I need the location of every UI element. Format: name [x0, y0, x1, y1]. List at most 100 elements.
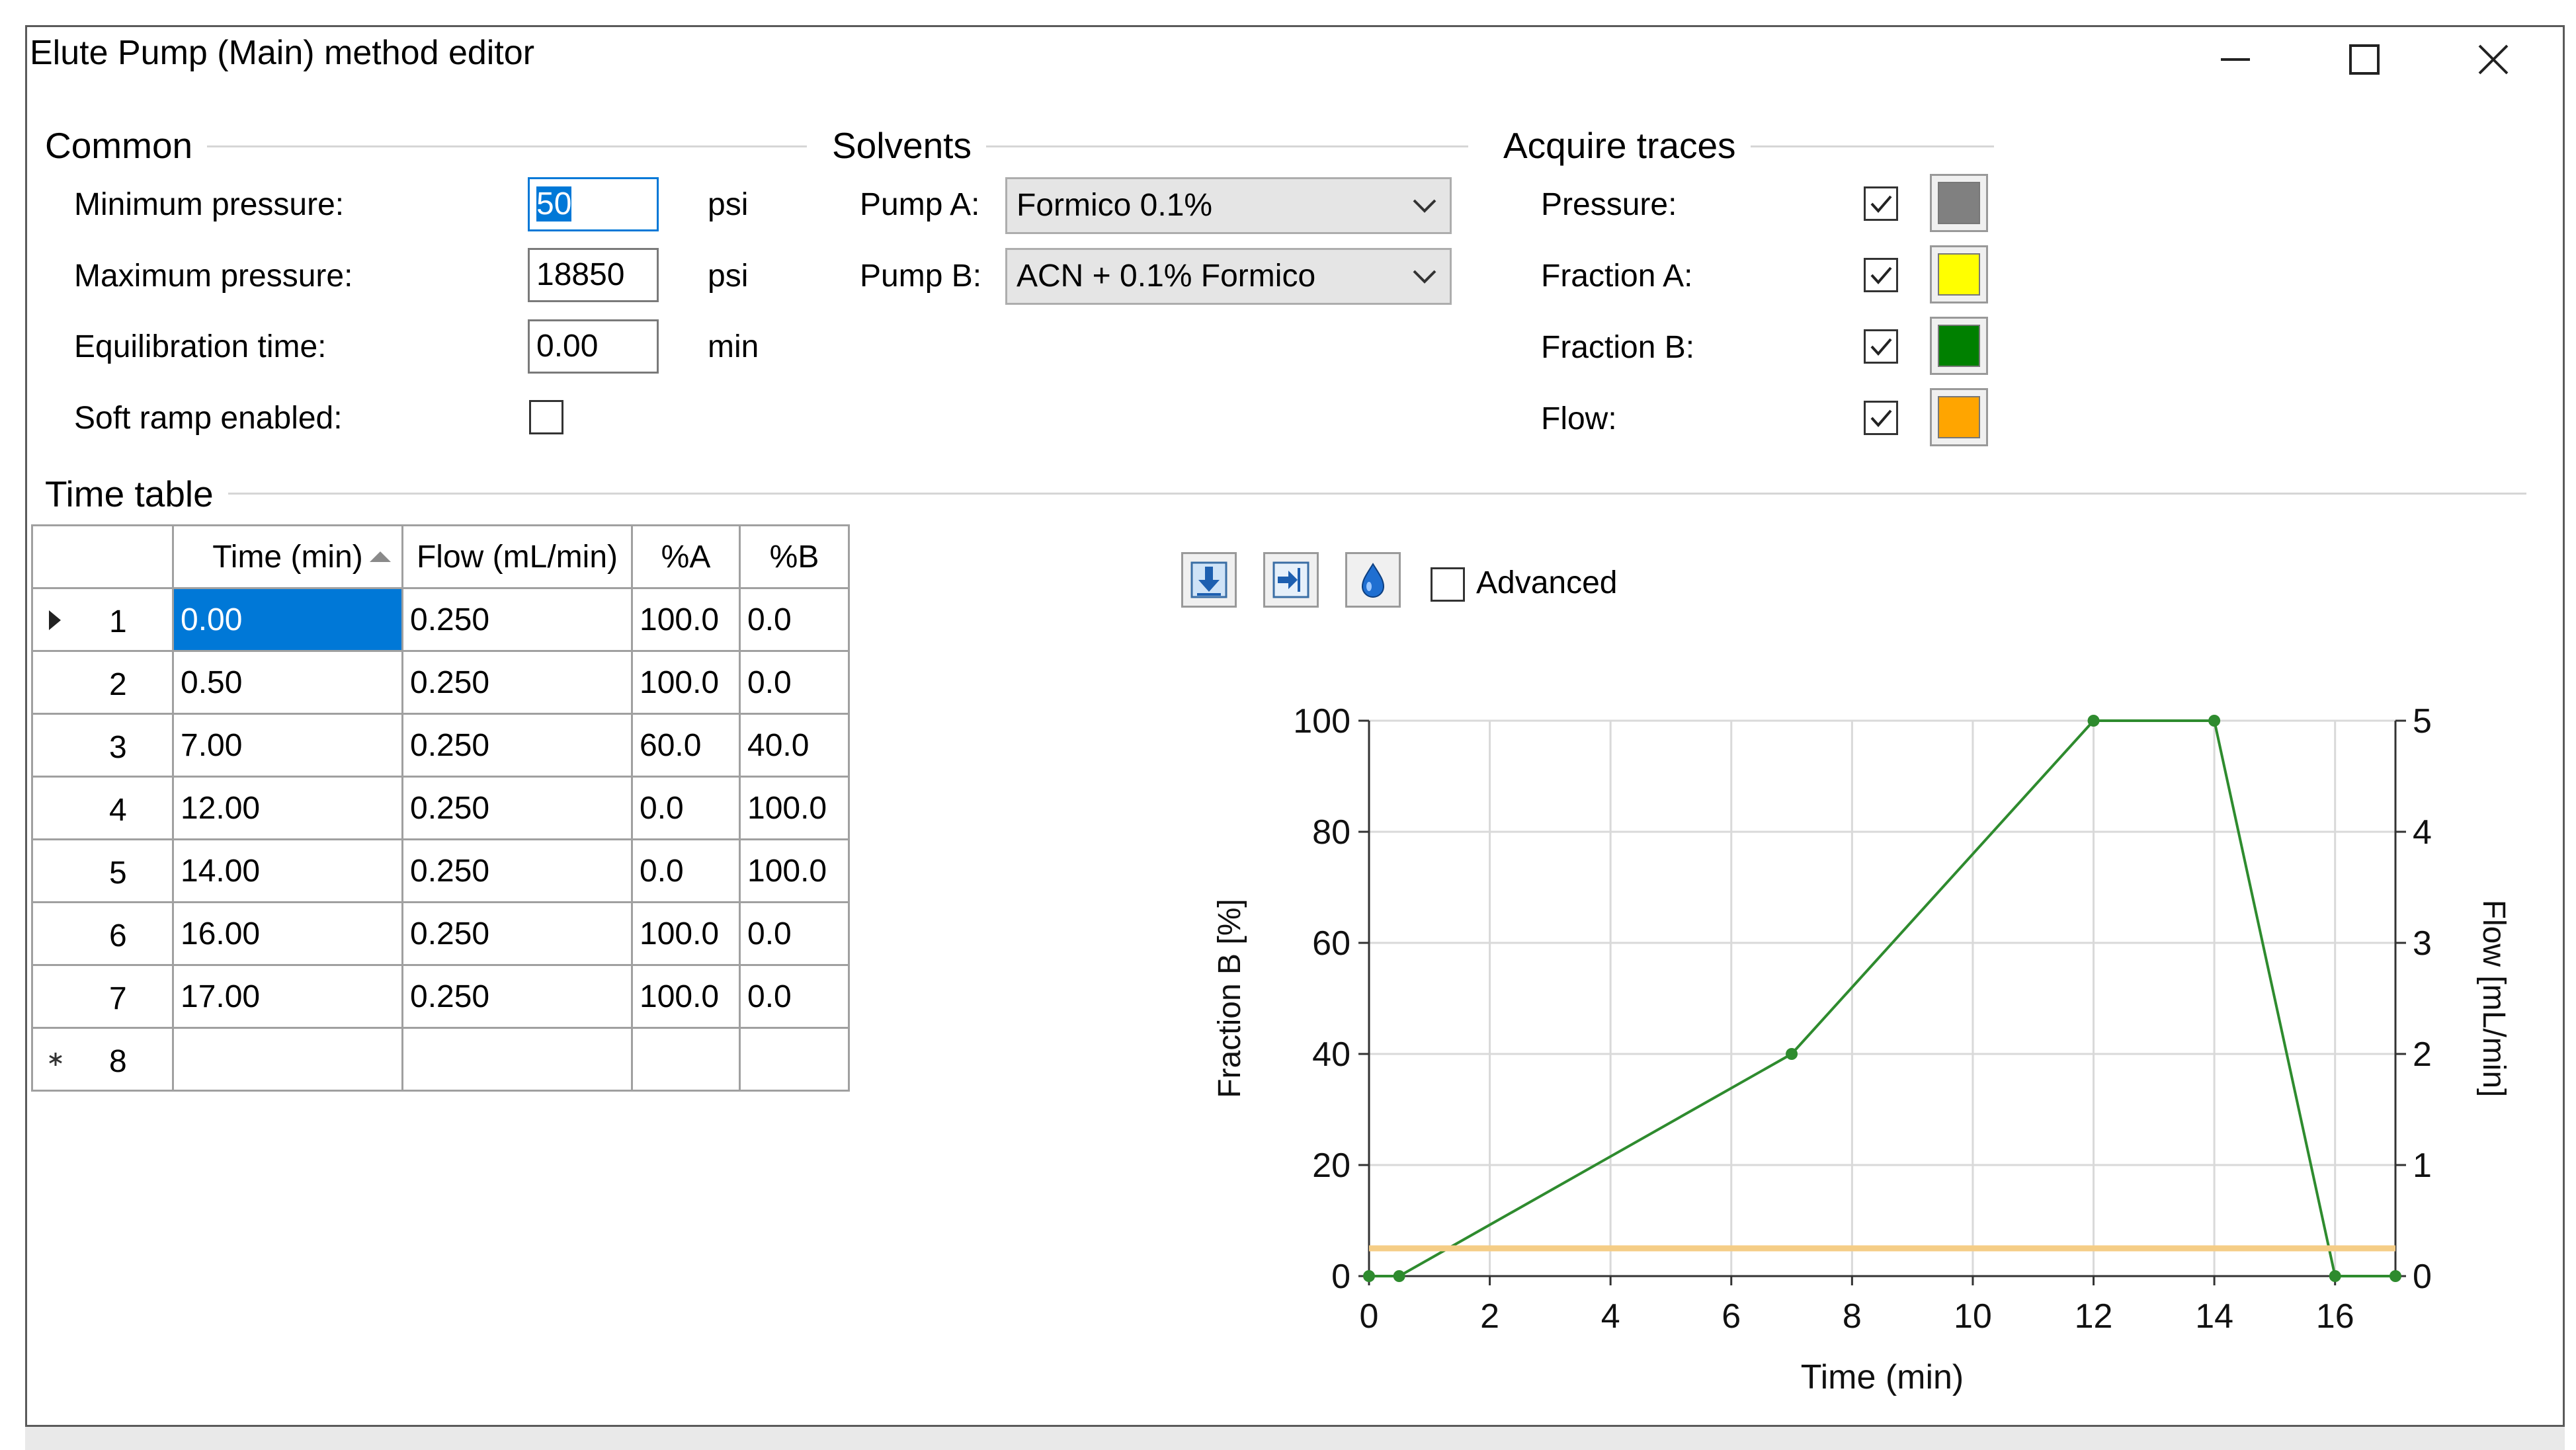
- minimize-icon: [2221, 58, 2250, 61]
- table-row[interactable]: 4 12.00 0.250 0.0 100.0: [31, 776, 850, 840]
- flow-cell[interactable]: 0.250: [401, 587, 633, 652]
- max-pressure-input[interactable]: 18850: [528, 248, 659, 302]
- import-arrow-icon: [1272, 561, 1309, 598]
- table-row[interactable]: 2 0.50 0.250 100.0 0.0: [31, 650, 850, 715]
- new-table-row[interactable]: 8: [31, 1027, 850, 1092]
- trace-label-fraction-a: Fraction A:: [1541, 259, 1693, 294]
- x-tick-label: 14: [2195, 1297, 2233, 1336]
- table-row[interactable]: 7 17.00 0.250 100.0 0.0: [31, 964, 850, 1029]
- equilibration-time-input[interactable]: 0.00: [528, 319, 659, 374]
- row-header[interactable]: 8: [31, 1027, 174, 1092]
- minimize-button[interactable]: [2199, 26, 2272, 93]
- maximize-button[interactable]: [2328, 26, 2401, 93]
- flow-cell-value: 0.250: [410, 602, 490, 637]
- percent-b-cell[interactable]: 0.0: [739, 964, 850, 1029]
- data-point: [2208, 715, 2221, 727]
- trace-checkbox-fraction-a[interactable]: [1864, 258, 1898, 292]
- insert-button[interactable]: [1263, 552, 1319, 608]
- percent-a-cell[interactable]: 100.0: [631, 901, 741, 966]
- flow-cell[interactable]: 0.250: [401, 901, 633, 966]
- time-cell[interactable]: 7.00: [172, 713, 403, 778]
- row-header[interactable]: 6: [31, 901, 174, 966]
- y2-tick-label: 3: [2413, 924, 2432, 963]
- percent-b-cell[interactable]: 100.0: [739, 838, 850, 903]
- soft-ramp-checkbox[interactable]: [529, 400, 563, 434]
- pump-b-select[interactable]: ACN + 0.1% Formico: [1005, 248, 1452, 305]
- percent-b-cell[interactable]: 0.0: [739, 901, 850, 966]
- percent-a-cell-value: 100.0: [640, 979, 720, 1014]
- percent-b-cell[interactable]: 0.0: [739, 587, 850, 652]
- percent-a-cell[interactable]: 60.0: [631, 713, 741, 778]
- row-header[interactable]: 5: [31, 838, 174, 903]
- table-row[interactable]: 5 14.00 0.250 0.0 100.0: [31, 838, 850, 903]
- time-cell[interactable]: 0.00: [172, 587, 403, 652]
- percent-b-cell[interactable]: 0.0: [739, 650, 850, 715]
- flow-cell[interactable]: 0.250: [401, 776, 633, 840]
- table-row[interactable]: 6 16.00 0.250 100.0 0.0: [31, 901, 850, 966]
- trace-color-button-pressure[interactable]: [1930, 174, 1988, 232]
- percent-a-cell[interactable]: 100.0: [631, 650, 741, 715]
- table-row[interactable]: 1 0.00 0.250 100.0 0.0: [31, 587, 850, 652]
- trace-color-button-fraction-a[interactable]: [1930, 245, 1988, 303]
- purge-button[interactable]: [1345, 552, 1401, 608]
- trace-checkbox-fraction-b[interactable]: [1864, 329, 1898, 364]
- flow-cell[interactable]: 0.250: [401, 713, 633, 778]
- trace-label-flow: Flow:: [1541, 401, 1617, 436]
- pump-a-select[interactable]: Formico 0.1%: [1005, 177, 1452, 234]
- min-pressure-label: Minimum pressure:: [74, 187, 345, 222]
- advanced-checkbox[interactable]: [1431, 567, 1465, 602]
- percent-a-cell[interactable]: [631, 1027, 741, 1092]
- timetable-grid: Time (min) Flow (mL/min) %A %B 1 0.00 0.25…: [31, 524, 850, 1092]
- y-tick-label: 40: [1312, 1035, 1350, 1074]
- flow-cell[interactable]: 0.250: [401, 650, 633, 715]
- time-cell-value: 7.00: [181, 727, 243, 763]
- time-cell[interactable]: 0.50: [172, 650, 403, 715]
- percent-a-cell-value: 100.0: [640, 665, 720, 700]
- column-header-flow[interactable]: Flow (mL/min): [401, 524, 633, 589]
- row-header[interactable]: 1: [31, 587, 174, 652]
- row-number: 4: [109, 793, 127, 828]
- percent-a-cell[interactable]: 100.0: [631, 964, 741, 1029]
- percent-b-cell[interactable]: 40.0: [739, 713, 850, 778]
- x-tick-label: 0: [1360, 1297, 1379, 1336]
- column-header-time[interactable]: Time (min): [172, 524, 403, 589]
- time-cell[interactable]: 14.00: [172, 838, 403, 903]
- column-header-percent-b[interactable]: %B: [739, 524, 850, 589]
- sort-ascending-icon: [370, 551, 391, 562]
- column-header-percent-a[interactable]: %A: [631, 524, 741, 589]
- time-cell[interactable]: 12.00: [172, 776, 403, 840]
- row-header[interactable]: 3: [31, 713, 174, 778]
- percent-a-cell[interactable]: 0.0: [631, 776, 741, 840]
- time-cell[interactable]: [172, 1027, 403, 1092]
- solvents-group-line: [833, 145, 1468, 147]
- flow-cell[interactable]: 0.250: [401, 838, 633, 903]
- time-cell-value: 12.00: [181, 790, 261, 826]
- trace-color-button-fraction-b[interactable]: [1930, 317, 1988, 375]
- equilibration-time-value: 0.00: [536, 329, 599, 364]
- row-header[interactable]: 4: [31, 776, 174, 840]
- time-cell[interactable]: 16.00: [172, 901, 403, 966]
- trace-checkbox-pressure[interactable]: [1864, 186, 1898, 221]
- flow-cell[interactable]: 0.250: [401, 964, 633, 1029]
- row-header[interactable]: 2: [31, 650, 174, 715]
- y-tick-label: 100: [1293, 702, 1350, 741]
- time-cell[interactable]: 17.00: [172, 964, 403, 1029]
- flow-cell[interactable]: [401, 1027, 633, 1092]
- percent-b-cell-value: 0.0: [747, 979, 792, 1014]
- percent-a-cell[interactable]: 0.0: [631, 838, 741, 903]
- row-header[interactable]: 7: [31, 964, 174, 1029]
- row-number: 8: [109, 1044, 127, 1079]
- y-tick-label: 60: [1312, 924, 1350, 963]
- percent-b-cell[interactable]: 100.0: [739, 776, 850, 840]
- min-pressure-input[interactable]: 50: [528, 177, 659, 231]
- download-button[interactable]: [1181, 552, 1237, 608]
- close-button[interactable]: [2457, 26, 2530, 93]
- trace-color-button-flow[interactable]: [1930, 388, 1988, 446]
- trace-checkbox-flow[interactable]: [1864, 401, 1898, 435]
- percent-a-cell[interactable]: 100.0: [631, 587, 741, 652]
- table-row[interactable]: 3 7.00 0.250 60.0 40.0: [31, 713, 850, 778]
- flow-cell-value: 0.250: [410, 790, 490, 826]
- percent-b-cell[interactable]: [739, 1027, 850, 1092]
- series-line-0: [1369, 719, 2395, 1277]
- time-cell-value: 0.50: [181, 665, 243, 700]
